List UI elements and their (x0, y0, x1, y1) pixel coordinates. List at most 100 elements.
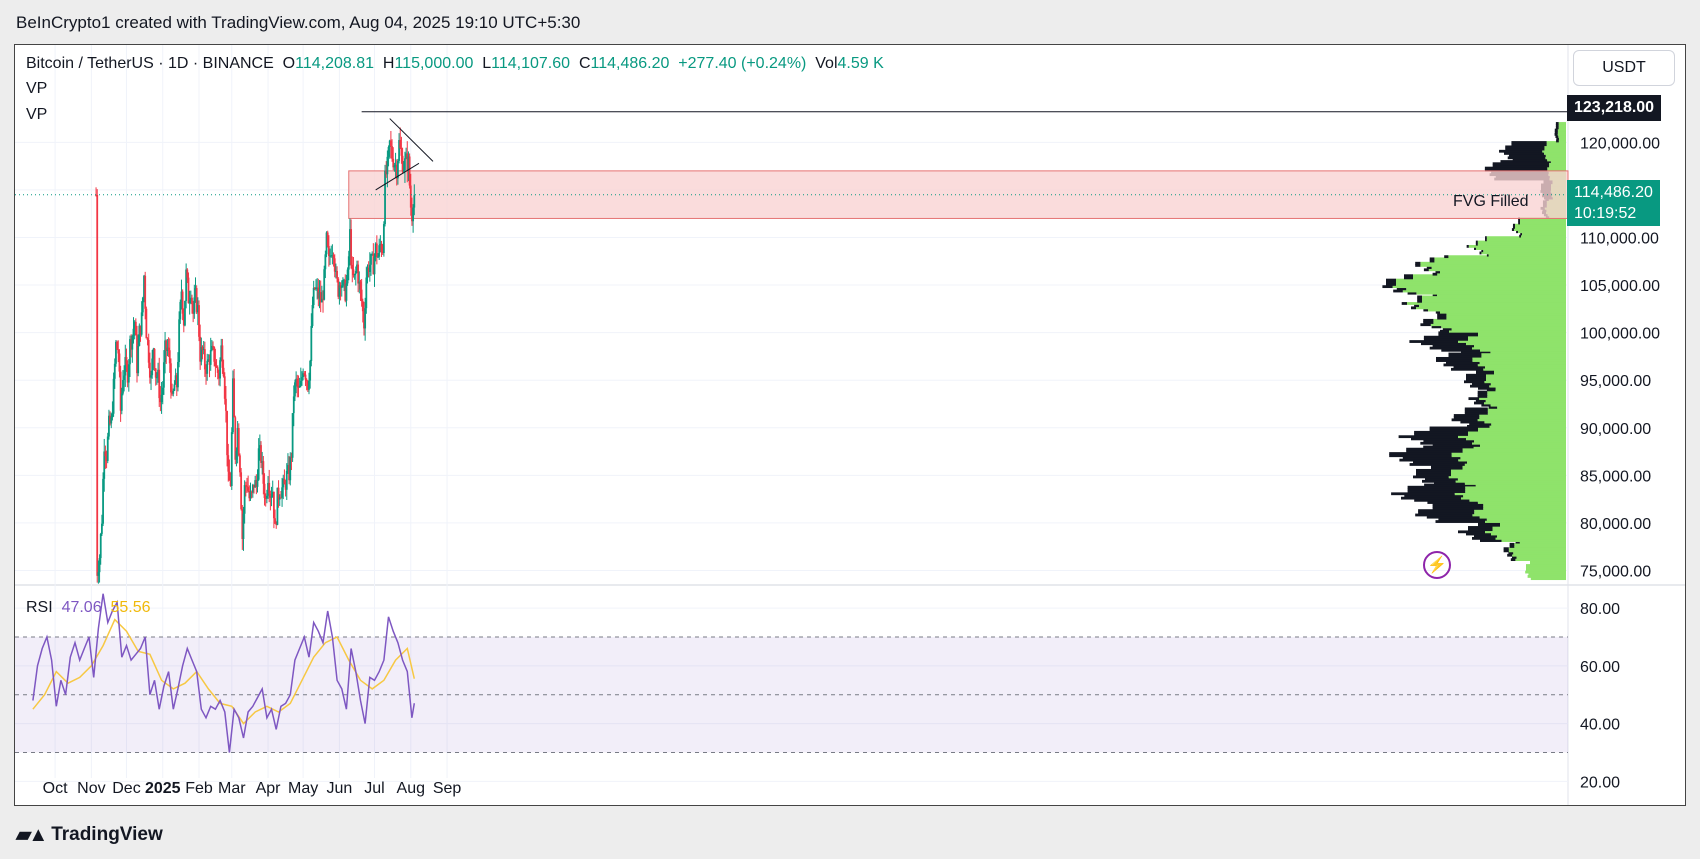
triangle-lower-line (375, 162, 420, 191)
vp-bar-black (1512, 158, 1548, 162)
vp-bar-black (1466, 532, 1491, 536)
candle-body (377, 256, 379, 258)
vp-bar-black (1510, 558, 1516, 562)
vp-bar-black (1470, 384, 1490, 388)
candle-body (404, 158, 406, 171)
vp-bar-green (1440, 270, 1566, 274)
currency-selector[interactable]: USDT (1573, 50, 1675, 86)
candle-body (336, 270, 338, 279)
candle-body (274, 518, 276, 524)
vp-bar-green (1478, 428, 1566, 432)
candle-body (347, 256, 350, 270)
candle-body (105, 456, 108, 461)
candle-body (127, 364, 130, 383)
vp-indicator-label-2[interactable]: VP (26, 106, 48, 123)
volume-label: Vol (815, 55, 838, 72)
vp-bar-green (1485, 530, 1566, 534)
vp-bar-black (1436, 359, 1473, 362)
close-label: C (578, 55, 591, 72)
candle-body (388, 140, 391, 147)
vp-bar-black (1511, 143, 1547, 147)
vp-bar-black (1415, 261, 1421, 265)
vp-bar-black (1474, 534, 1497, 538)
vp-bar-green (1413, 274, 1566, 278)
candle-body (254, 480, 257, 488)
candle-body (269, 493, 272, 498)
vp-bar-black (1460, 420, 1485, 424)
candle-body (413, 195, 416, 208)
vp-bar-green (1514, 545, 1566, 548)
candle-body (316, 287, 319, 289)
candle-body (331, 255, 334, 257)
rsi-panel (15, 636, 1568, 753)
vp-bar-green (1460, 456, 1566, 460)
vp-bar-black (1555, 126, 1559, 130)
candle-body (302, 373, 305, 378)
vp-bar-black (1396, 287, 1407, 291)
vp-bar-black (1421, 342, 1466, 346)
candle-body (133, 321, 136, 329)
candle-body (349, 229, 351, 257)
candle-body (263, 483, 266, 498)
vp-bar-black (1424, 483, 1476, 487)
candle-body (185, 269, 188, 301)
time-tick-label: Jun (327, 780, 353, 797)
candle-body (229, 480, 232, 486)
vp-bar-black (1437, 312, 1447, 316)
candle-body (219, 360, 221, 379)
vp-bar-black (1476, 371, 1494, 375)
candle-body (285, 470, 288, 490)
candle-body (179, 301, 182, 320)
time-axis: Oct Nov Dec 2025 Feb Mar Apr May Jun Jul Aug Sep (43, 780, 462, 797)
vp-bar-black (1417, 297, 1422, 301)
candle-body (210, 345, 213, 351)
vp-bar-green (1557, 128, 1566, 132)
vp-bar-black (1556, 137, 1559, 141)
candle-body (381, 252, 384, 254)
vp-bar-green (1476, 247, 1566, 250)
vp-bar-green (1396, 280, 1566, 284)
candle-body (242, 513, 245, 540)
vp-bar-green (1455, 479, 1566, 483)
vp-bar-black (1391, 492, 1455, 496)
price-tick-label: 80,000.00 (1580, 516, 1651, 533)
rsi-legend[interactable]: RSI 47.06 55.56 (26, 599, 151, 617)
vp-bar-black (1404, 274, 1413, 278)
vp-bar-black (1442, 327, 1452, 331)
vp-bar-black (1475, 399, 1486, 403)
tradingview-logo[interactable]: ▰▲ TradingView (16, 822, 163, 847)
vp-bar-green (1558, 135, 1566, 138)
vp-bar-black (1429, 259, 1435, 263)
vp-bar-black (1402, 456, 1461, 460)
vp-bar-black (1429, 346, 1472, 350)
vp-bar-green (1464, 482, 1566, 485)
candle-body (393, 165, 396, 168)
candle-body (318, 292, 321, 299)
vp-bar-black (1398, 435, 1458, 439)
vp-bar-black (1426, 266, 1432, 270)
candle-body (308, 380, 310, 390)
vp-indicator-label-1[interactable]: VP (26, 80, 48, 97)
vp-bar-black (1556, 139, 1559, 143)
vp-bar-green (1396, 278, 1566, 282)
candle-body (188, 300, 191, 304)
vp-bar-green (1520, 219, 1566, 223)
candle-body (315, 287, 317, 289)
candle-body (216, 367, 219, 373)
candle-body (380, 244, 383, 253)
candle-body (207, 359, 210, 361)
vp-bar-green (1451, 454, 1566, 458)
candle-body (208, 359, 211, 365)
lightning-icon[interactable]: ⚡ (1423, 551, 1451, 579)
vp-bar-black (1441, 348, 1480, 352)
vp-bar-black (1407, 487, 1466, 491)
vp-bar-black (1389, 452, 1452, 455)
candle-body (360, 289, 363, 302)
candle-body (98, 558, 101, 573)
candle-body (198, 305, 200, 337)
candle-body (327, 245, 330, 256)
vp-bar-black (1438, 517, 1487, 521)
candle-body (373, 257, 376, 275)
candle-body (359, 281, 362, 290)
